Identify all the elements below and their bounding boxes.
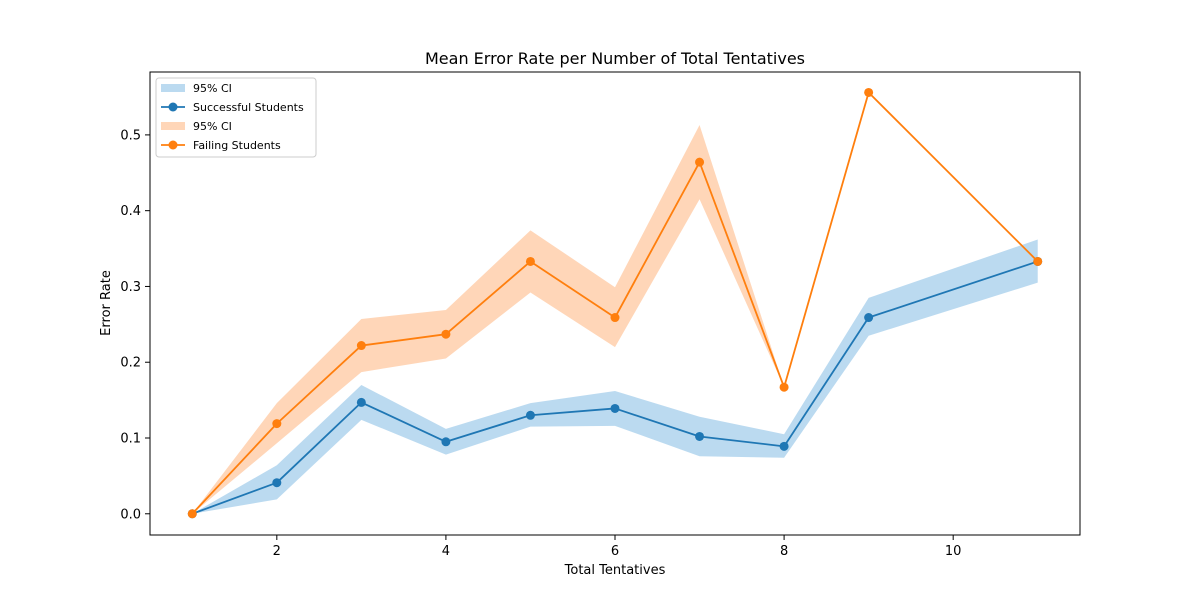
legend-label-2: 95% CI [193,120,232,133]
data-point-series-0-5 [610,403,620,413]
data-point-series-1-5 [610,313,620,323]
x-tick-label-0: 2 [273,544,281,559]
plot-area [187,87,1043,519]
data-point-series-1-2 [356,341,366,351]
series-line-0 [191,260,1039,515]
y-tick-label-2: 0.2 [120,356,141,371]
x-axis-label: Total Tentatives [564,563,666,578]
legend: 95% CI Successful Students 95% CI Failing S… [155,77,317,158]
data-point-series-0-2 [356,397,366,407]
data-point-series-1-7 [779,382,789,392]
legend-label-1: Successful Students [193,101,304,114]
data-point-series-1-0 [187,509,197,519]
x-tick-label-2: 6 [611,544,619,559]
y-tick-label-1: 0.1 [120,432,141,447]
legend-swatch-ci-0 [161,84,185,92]
ci-band-series-1 [192,92,1038,514]
data-point-series-1-8 [864,87,874,97]
axes: 2 4 6 8 10 0.0 0.1 0.2 0.3 0.4 0.5 [120,128,961,559]
y-axis-label: Error Rate [99,270,114,336]
y-tick-label-0: 0.0 [120,507,141,522]
y-tick-label-3: 0.3 [120,280,141,295]
legend-swatch-marker-3 [168,140,178,150]
legend-label-3: Failing Students [193,139,281,152]
data-point-series-1-9 [1033,256,1043,266]
data-point-series-1-4 [525,256,535,266]
data-point-series-0-6 [695,431,705,441]
data-point-series-1-3 [441,329,451,339]
data-point-series-0-3 [441,437,451,447]
y-tick-label-5: 0.5 [120,128,141,143]
data-point-series-0-7 [779,441,789,451]
data-point-series-0-1 [272,478,282,488]
y-tick-label-4: 0.4 [120,204,141,219]
x-tick-label-4: 10 [945,544,962,559]
x-tick-label-3: 8 [780,544,788,559]
legend-label-0: 95% CI [193,82,232,95]
legend-swatch-ci-2 [161,122,185,130]
data-point-series-1-6 [695,157,705,167]
chart-title: Mean Error Rate per Number of Total Tent… [425,49,805,68]
data-point-series-1-1 [272,419,282,429]
series-line-1 [191,91,1039,515]
legend-swatch-marker-1 [168,102,178,112]
data-point-series-0-4 [525,410,535,420]
x-tick-label-1: 4 [442,544,450,559]
legend-box [155,77,317,158]
data-point-series-0-8 [864,313,874,323]
